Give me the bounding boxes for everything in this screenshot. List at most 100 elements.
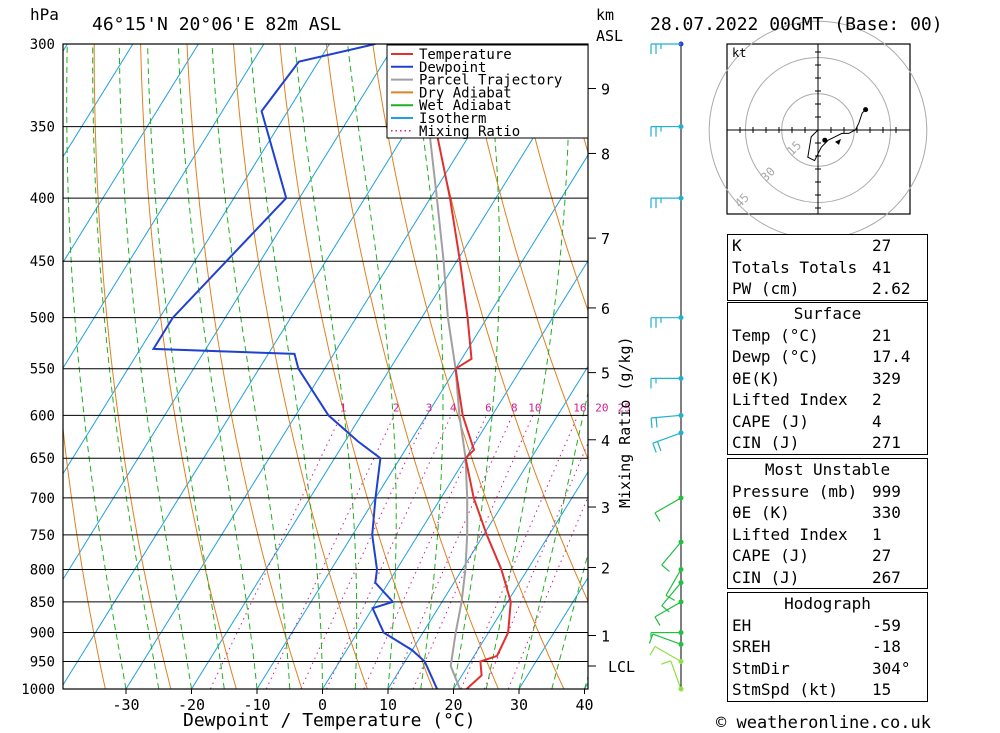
- mixing-ratio-label: 16: [573, 401, 586, 414]
- index-label: Lifted Index: [732, 524, 848, 544]
- index-label: Lifted Index: [732, 390, 848, 409]
- mixing-ratio-label: 10: [528, 401, 541, 414]
- index-value: -18: [872, 637, 901, 656]
- credit: © weatheronline.co.uk: [716, 713, 931, 733]
- wind-barb: [648, 633, 682, 645]
- isotherm-line: [125, 44, 527, 689]
- legend-label: Dewpoint: [419, 60, 486, 76]
- index-label: Temp (°C): [732, 325, 819, 345]
- wind-barb: [650, 414, 682, 428]
- index-row: CAPE (J) 4: [728, 411, 927, 433]
- index-label: Totals Totals: [732, 257, 858, 277]
- hodograph-unit-label: kt: [732, 46, 746, 60]
- isotherm-line: [453, 471, 588, 689]
- index-row: Dewp (°C) 17.4: [728, 346, 927, 368]
- index-row: Lifted Index 1: [728, 524, 927, 546]
- index-label: EH: [732, 615, 752, 635]
- wind-barb: [650, 197, 682, 209]
- datetime-title: 28.07.2022 00GMT (Base: 00): [650, 14, 943, 35]
- index-value: 304°: [872, 658, 911, 678]
- pressure-tick-label: 650: [30, 451, 55, 467]
- mixing-ratio-label: 4: [450, 401, 457, 414]
- index-value: 15: [872, 680, 892, 699]
- index-row: CIN (J) 267: [728, 567, 927, 589]
- index-row: CAPE (J) 27: [728, 545, 927, 567]
- index-label: Dewp (°C): [732, 347, 819, 366]
- isotherm-line: [63, 44, 265, 369]
- pressure-tick-label: 300: [30, 37, 55, 53]
- index-row: Lifted Index 2: [728, 389, 927, 411]
- storm-motion-marker: [835, 138, 841, 145]
- index-row: CIN (J) 271: [728, 432, 927, 454]
- location-title: 46°15'N 20°06'E 82m ASL: [92, 14, 341, 35]
- index-label: K: [732, 236, 742, 255]
- mixing-ratio-line: [460, 415, 579, 689]
- hodograph-top-point: [863, 107, 869, 113]
- height-tick-label: 6: [601, 300, 610, 318]
- mixing-ratio-axis-label: Mixing Ratio (g/kg): [616, 336, 634, 508]
- legend-label: Parcel Trajectory: [419, 73, 562, 89]
- index-row: SREH -18: [728, 636, 927, 658]
- index-row: θE (K) 330: [728, 502, 927, 524]
- dry-adiabat-line: [418, 44, 588, 603]
- pressure-tick-label: 400: [30, 191, 55, 207]
- wind-barb: [649, 645, 682, 663]
- index-value: 330: [872, 503, 901, 522]
- index-row: PW (cm) 2.62: [728, 278, 927, 300]
- indices-most-unstable: Most Unstable Pressure (mb) 999 θE (K) 330 L…: [727, 458, 928, 589]
- height-tick-label: 5: [601, 365, 610, 383]
- temperature-tick-label: -10: [243, 696, 270, 714]
- pressure-tick-label: 1000: [21, 682, 55, 698]
- wet-adiabat-line: [118, 44, 192, 689]
- legend-label: Dry Adiabat: [419, 85, 512, 101]
- height-tick-label: 8: [601, 145, 610, 163]
- isotherm-line: [256, 154, 588, 689]
- index-value: 2: [872, 390, 882, 409]
- index-row: Totals Totals 41: [728, 257, 927, 279]
- wind-barb: [650, 125, 682, 137]
- wet-adiabat-line: [249, 44, 323, 689]
- wind-barb: [665, 569, 682, 601]
- wind-barb: [650, 317, 682, 328]
- legend-label: Isotherm: [419, 111, 486, 127]
- index-value: 1: [872, 524, 882, 544]
- index-label: CAPE (J): [732, 411, 810, 431]
- index-value: 329: [872, 368, 901, 388]
- index-row: EH -59: [728, 615, 927, 637]
- wind-barb-base: [678, 315, 684, 321]
- isotherm-line: [322, 259, 588, 689]
- mixing-ratio-line: [507, 495, 588, 689]
- index-label: CAPE (J): [732, 546, 810, 565]
- height-tick-label: 7: [601, 230, 610, 248]
- wind-barb: [661, 582, 682, 613]
- temperature-tick-label: 40: [575, 696, 593, 714]
- isotherm-line: [0, 44, 2, 689]
- indices-hodograph: Hodograph EH -59 SREH -18 StmDir 304° StmSpd (…: [727, 592, 928, 702]
- index-value: 41: [872, 257, 892, 277]
- index-value: 17.4: [872, 347, 911, 366]
- dry-adiabat-line: [63, 424, 106, 689]
- dry-adiabat-line: [93, 44, 172, 689]
- pressure-tick-label: 850: [30, 595, 55, 611]
- index-row: Temp (°C) 21: [728, 325, 927, 347]
- mixing-ratio-line: [326, 415, 452, 689]
- plot-frame: [62, 43, 589, 690]
- wind-barb: [661, 541, 682, 572]
- index-row: StmDir 304°: [728, 658, 927, 680]
- index-value: -59: [872, 615, 901, 635]
- indices-general: K 27 Totals Totals 41 PW (cm) 2.62: [727, 234, 928, 301]
- pressure-tick-label: 600: [30, 408, 55, 424]
- temperature-tick-label: 20: [444, 696, 462, 714]
- x-axis-label: Dewpoint / Temperature (°C): [183, 710, 476, 731]
- dewpoint-line: [151, 44, 439, 689]
- isotherm-line: [63, 44, 199, 264]
- index-label: θE(K): [732, 368, 781, 388]
- index-label: CIN (J): [732, 433, 800, 452]
- isotherm-line: [63, 44, 134, 158]
- mixing-ratio-label: 8: [511, 401, 518, 414]
- isotherm-line: [63, 44, 396, 581]
- isotherm-line: [63, 44, 461, 686]
- height-tick-label: LCL: [608, 658, 635, 676]
- indices-surface: Surface Temp (°C) 21 Dewp (°C) 17.4 θE(K) 329…: [727, 302, 928, 455]
